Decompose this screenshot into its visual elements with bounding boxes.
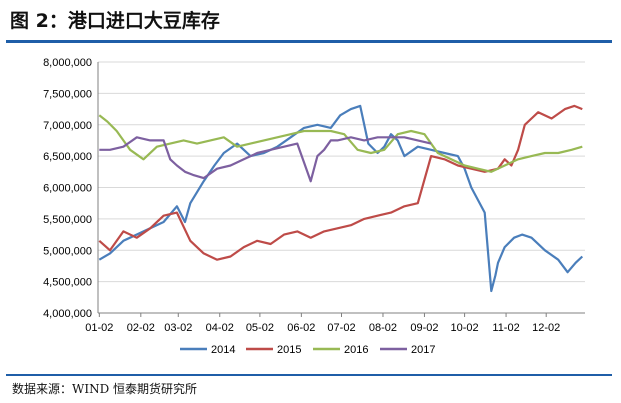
y-tick-label: 7,500,000 bbox=[43, 88, 92, 100]
x-axis-ticks: 01-02 02-02 03-02 04-02 05-02 06-02 07-02 08-02… bbox=[85, 313, 560, 334]
x-tick-label: 05-02 bbox=[246, 322, 274, 334]
series-line-2017 bbox=[99, 136, 432, 183]
series-line-2015 bbox=[98, 104, 583, 261]
x-tick-label: 02-02 bbox=[127, 322, 155, 334]
legend-label-2017: 2017 bbox=[411, 344, 435, 356]
legend-label-2014: 2014 bbox=[211, 344, 235, 356]
legend: 2014 2015 2016 2017 bbox=[180, 344, 435, 356]
x-tick-label: 04-02 bbox=[206, 322, 234, 334]
series-lines bbox=[98, 104, 584, 293]
x-tick-label: 06-02 bbox=[287, 322, 315, 334]
footer-rule bbox=[6, 374, 612, 376]
y-tick-label: 5,500,000 bbox=[43, 214, 92, 226]
legend-label-2015: 2015 bbox=[277, 344, 301, 356]
series-line-2014 bbox=[98, 104, 584, 293]
x-tick-label: 07-02 bbox=[327, 322, 355, 334]
y-tick-label: 6,500,000 bbox=[43, 151, 92, 163]
y-tick-label: 7,000,000 bbox=[43, 120, 92, 132]
chart-title: 图 2：港口进口大豆库存 bbox=[10, 10, 220, 32]
x-tick-label: 10-02 bbox=[451, 322, 479, 334]
y-tick-label: 5,000,000 bbox=[43, 245, 92, 257]
x-tick-label: 01-02 bbox=[85, 322, 113, 334]
y-tick-label: 4,000,000 bbox=[43, 308, 92, 320]
x-tick-label: 11-02 bbox=[492, 322, 519, 334]
x-tick-label: 09-02 bbox=[410, 322, 438, 334]
y-tick-label: 8,000,000 bbox=[43, 57, 92, 69]
grid bbox=[98, 61, 585, 314]
source-note: 数据来源：WIND 恒泰期货研究所 bbox=[12, 382, 198, 396]
series-line-2016 bbox=[98, 114, 583, 173]
x-tick-label: 08-02 bbox=[369, 322, 397, 334]
y-axis-ticks: 4,000,000 4,500,000 5,000,000 5,500,000 6,00… bbox=[43, 57, 92, 320]
x-tick-label: 12-02 bbox=[532, 322, 560, 334]
x-tick-label: 03-02 bbox=[164, 322, 192, 334]
legend-label-2016: 2016 bbox=[344, 344, 368, 356]
title-rule bbox=[6, 40, 612, 43]
y-tick-label: 4,500,000 bbox=[43, 277, 92, 289]
y-tick-label: 6,000,000 bbox=[43, 183, 92, 195]
